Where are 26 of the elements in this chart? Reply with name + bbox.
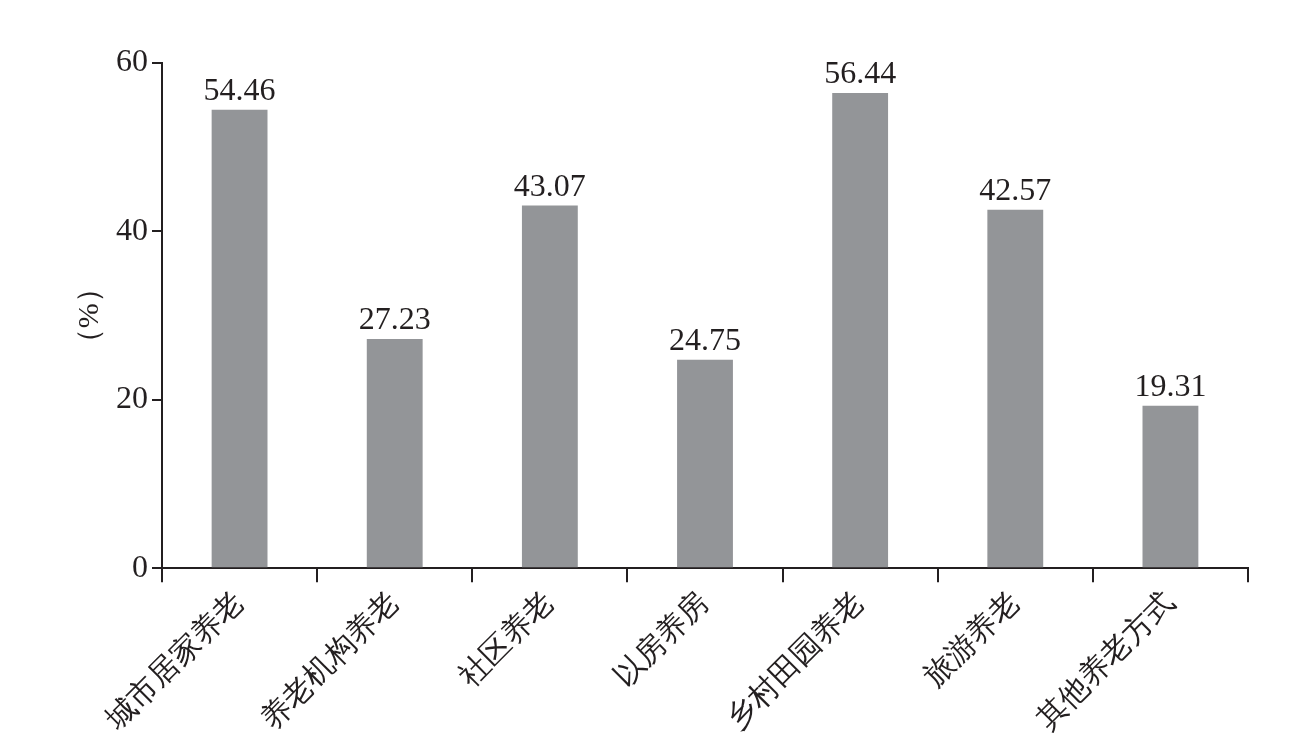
bar (987, 209, 1044, 568)
x-tick-label: 养老机构养老 (253, 584, 405, 736)
x-tick-label: 城市居家养老 (98, 584, 250, 736)
bar (677, 359, 733, 568)
data-label: 56.44 (824, 54, 897, 91)
x-tick-label: 旅游养老 (916, 584, 1026, 693)
bar (832, 92, 889, 568)
x-tick-label: 社区养老 (451, 584, 560, 693)
data-label: 27.23 (358, 300, 431, 337)
y-axis-title: （%） (70, 273, 104, 359)
x-tick-label: 乡村田园养老 (719, 584, 870, 736)
bar (211, 109, 268, 568)
data-label: 54.46 (203, 71, 276, 108)
y-tick-label: 20 (116, 379, 148, 416)
data-label: 19.31 (1134, 367, 1207, 404)
data-label: 43.07 (513, 166, 586, 203)
x-tick-label: 以房养房 (606, 584, 715, 693)
y-tick-label: 60 (116, 42, 148, 79)
y-tick-label: 40 (116, 210, 148, 247)
x-tick-label: 其他养老方式 (1029, 584, 1181, 736)
bar (521, 205, 578, 568)
y-tick-label: 0 (132, 547, 148, 584)
data-label: 42.57 (979, 171, 1052, 208)
bar (366, 338, 423, 568)
data-label: 24.75 (669, 321, 741, 358)
bar (1142, 405, 1199, 568)
